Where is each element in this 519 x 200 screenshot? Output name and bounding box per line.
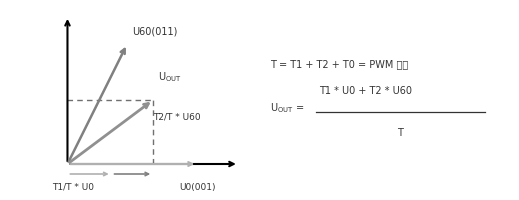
- Text: U$_{\mathregular{OUT}}$: U$_{\mathregular{OUT}}$: [158, 70, 182, 84]
- Text: T1 * U0 + T2 * U60: T1 * U0 + T2 * U60: [319, 86, 412, 96]
- Text: U0(001): U0(001): [179, 183, 215, 192]
- Text: U$_{\mathregular{OUT}}$ =: U$_{\mathregular{OUT}}$ =: [270, 101, 305, 115]
- Text: U60(011): U60(011): [132, 26, 177, 36]
- Text: T1/T * U0: T1/T * U0: [52, 183, 94, 192]
- Text: T2/T * U60: T2/T * U60: [153, 112, 201, 121]
- Text: T = T1 + T2 + T0 = PWM 周期: T = T1 + T2 + T0 = PWM 周期: [270, 59, 408, 69]
- Text: T: T: [397, 128, 403, 138]
